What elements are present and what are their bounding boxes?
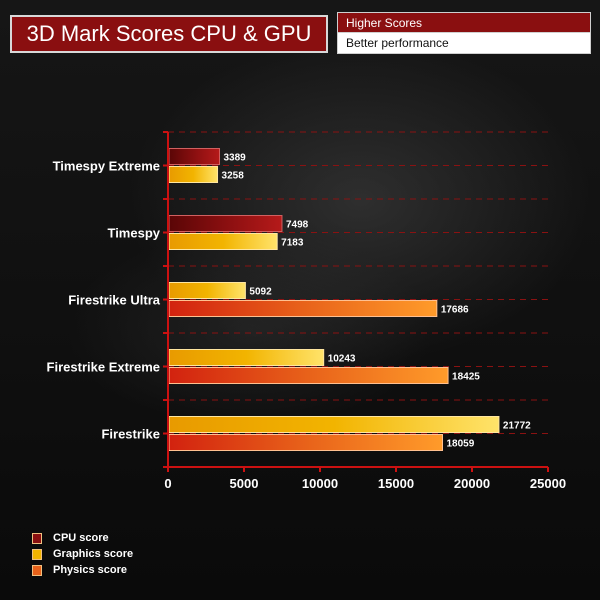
x-tick-label: 10000 bbox=[302, 476, 338, 491]
bar-graphics bbox=[168, 233, 278, 250]
category-label: Timespy bbox=[107, 226, 160, 241]
legend-swatch-graphics bbox=[32, 548, 42, 560]
data-label: 5092 bbox=[249, 287, 272, 298]
legend-swatch-cpu bbox=[32, 532, 42, 544]
better-performance-label: Better performance bbox=[337, 33, 591, 54]
x-tick-label: 20000 bbox=[454, 476, 490, 491]
chart-title: 3D Mark Scores CPU & GPU bbox=[10, 15, 328, 53]
category-label: Firestrike Extreme bbox=[47, 360, 160, 375]
data-label: 21772 bbox=[503, 421, 531, 432]
bar-physics bbox=[168, 434, 443, 451]
bar-graphics bbox=[168, 349, 325, 366]
data-label: 3389 bbox=[224, 153, 247, 164]
x-tick-label: 15000 bbox=[378, 476, 414, 491]
data-label: 7498 bbox=[286, 220, 309, 231]
bar-cpu bbox=[168, 148, 221, 165]
higher-scores-legend: Higher Scores Better performance bbox=[337, 12, 591, 54]
bar-graphics bbox=[168, 282, 246, 299]
data-label: 18059 bbox=[446, 439, 474, 450]
data-label: 7183 bbox=[281, 238, 304, 249]
legend-label-cpu: CPU score bbox=[53, 532, 109, 544]
x-tick-label: 25000 bbox=[530, 476, 566, 491]
category-label: Firestrike Ultra bbox=[68, 293, 161, 308]
bar-cpu bbox=[168, 215, 283, 232]
data-label: 10243 bbox=[328, 354, 356, 365]
legend-item-physics: Physics score bbox=[32, 562, 133, 578]
category-label: Firestrike bbox=[101, 427, 160, 442]
series-legend: CPU score Graphics score Physics score bbox=[32, 530, 133, 578]
data-label: 17686 bbox=[441, 305, 469, 316]
bar-physics bbox=[168, 300, 438, 317]
bar-graphics bbox=[168, 166, 219, 183]
legend-swatch-physics bbox=[32, 564, 42, 576]
higher-scores-label: Higher Scores bbox=[337, 12, 591, 33]
x-tick-label: 0 bbox=[164, 476, 171, 491]
legend-label-physics: Physics score bbox=[53, 564, 127, 576]
bar-physics bbox=[168, 367, 449, 384]
category-label: Timespy Extreme bbox=[53, 159, 160, 174]
legend-item-cpu: CPU score bbox=[32, 530, 133, 546]
data-label: 18425 bbox=[452, 372, 480, 383]
data-label: 3258 bbox=[222, 171, 245, 182]
bar-graphics bbox=[168, 416, 500, 433]
legend-label-graphics: Graphics score bbox=[53, 548, 134, 560]
x-tick-label: 5000 bbox=[230, 476, 259, 491]
legend-item-graphics: Graphics score bbox=[32, 546, 133, 562]
